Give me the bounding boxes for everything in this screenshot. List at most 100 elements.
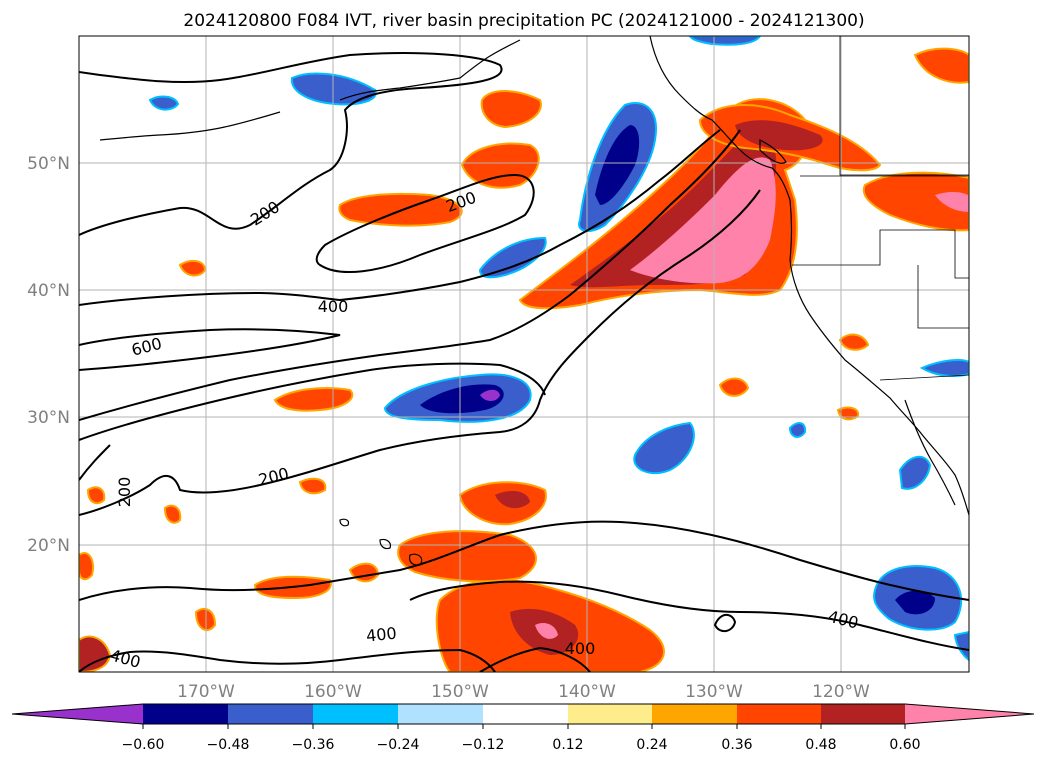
colorbar-extend-high [905,704,1034,724]
positive-area [735,120,823,151]
negative-area [480,389,500,402]
colorbar-segment [652,704,737,724]
contour-label: 200 [115,477,134,508]
contour-label: 400 [318,297,349,316]
colorbar-tick-label: 0.60 [889,737,920,753]
colorbar-tick-label: 0.12 [552,737,583,753]
lat-label-20n: 20°N [27,536,70,556]
positive-area [178,259,207,277]
washington-oregon-border [792,229,969,279]
positive-area [79,635,112,672]
contour-label: 400 [565,639,596,658]
us-mexico-border [879,374,969,381]
colorbar-segment [483,704,568,724]
lat-label-50n: 50°N [27,154,70,174]
vancouver-island [759,139,787,164]
longitude-labels: 170°W 160°W 150°W 140°W 130°W 120°W [177,682,870,702]
colorbar-extend-low [12,704,143,724]
ivt-contour-200-south [79,129,741,421]
colorbar-ticks [142,724,906,729]
colorbar-tick-label: −0.48 [207,737,250,753]
colorbar-segment [737,704,821,724]
positive-area [86,486,106,505]
ivt-contour-200-north [79,52,503,236]
positive-area [397,530,537,583]
negative-pc-areas [148,36,969,662]
ivt-contour-left-edge [79,444,111,481]
ivt-contour-600 [79,328,341,371]
negative-area [788,422,807,438]
positive-area [718,377,750,397]
political-borders [792,36,969,381]
map-frame [78,35,970,673]
lon-label-130w: 130°W [685,682,743,702]
contour-label: 400 [365,623,397,645]
negative-area [148,95,180,111]
positive-area [838,333,870,351]
positive-area [535,623,558,639]
positive-area [495,490,530,509]
colorbar-tick-labels: −0.60 −0.48 −0.36 −0.24 −0.12 0.12 0.24 … [122,737,921,753]
ivt-contour-200-central [79,189,761,516]
colorbar-segment [568,704,652,724]
ivt-contour-400-south [79,520,969,601]
figure-title: 2024120800 F084 IVT, river basin precipi… [183,11,864,31]
baja-california-coastline [904,399,956,506]
negative-area [895,590,935,615]
positive-area [298,477,327,495]
ivt-contour-200-inner [315,173,535,274]
positive-area [460,142,540,189]
positive-area [862,171,969,232]
colorbar-segment [398,704,483,724]
north-america-coastline [649,36,969,516]
negative-area [420,384,504,414]
colorbar-tick-label: −0.12 [462,737,505,753]
negative-area [919,359,969,377]
negative-area [898,455,932,490]
colorbar: −0.60 −0.48 −0.36 −0.24 −0.12 0.12 0.24 … [11,703,1035,753]
lon-label-170w: 170°W [177,682,235,702]
latitude-labels: 50°N 40°N 30°N 20°N [27,154,70,556]
positive-area [480,90,542,129]
ivt-contour-400-bottom [409,580,969,651]
positive-area [79,552,94,581]
positive-area [630,157,776,284]
negative-area [633,421,695,475]
lat-label-40n: 40°N [27,281,70,301]
ivt-contour-400-bottom-left [79,648,496,672]
colorbar-tick-label: −0.36 [292,737,335,753]
positive-area [163,504,182,524]
colorbar-tick-label: 0.36 [721,737,752,753]
negative-area [595,125,640,205]
colorbar-tick-label: 0.24 [636,737,667,753]
lon-label-150w: 150°W [431,682,489,702]
colorbar-segment [313,704,398,724]
positive-area [935,192,969,212]
ivt-contour-400-bottom-right [479,646,591,672]
ivt-contour-400-loop [713,613,737,633]
lat-label-30n: 30°N [27,408,70,428]
ivt-contours [79,52,969,672]
positive-pc-areas [79,47,969,672]
colorbar-tick-label: 0.48 [805,737,836,753]
colorbar-tick-label: −0.24 [377,737,420,753]
negative-area [290,72,377,106]
lon-label-140w: 140°W [558,682,616,702]
map-panel: 200 200 400 600 200 200 400 400 400 400 [78,35,970,673]
oregon-california-border [917,265,969,329]
alaska-coastline [339,39,521,101]
colorbar-segment [228,704,313,724]
colorbar-tick-label: −0.60 [122,737,165,753]
lon-label-160w: 160°W [304,682,362,702]
colorbar-segment [143,704,228,724]
lon-label-120w: 120°W [812,682,870,702]
negative-area [953,630,969,662]
colorbar-segment [821,704,905,724]
aleutian-islands [99,111,281,141]
contour-labels: 200 200 400 600 200 200 400 400 400 400 [108,188,860,672]
canada-us-border-bc [839,36,969,176]
ivt-contour-400-middle [79,362,546,441]
graticule [79,36,969,672]
ivt-contour-400 [79,129,721,306]
